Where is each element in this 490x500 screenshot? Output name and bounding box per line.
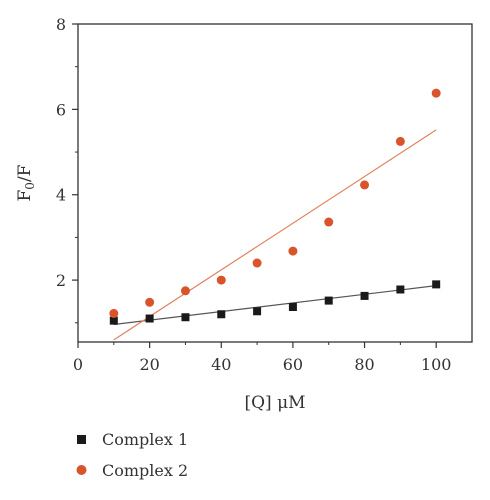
point-complex-1 <box>145 314 154 323</box>
point-complex-2 <box>360 180 370 190</box>
point-complex-2 <box>324 217 334 227</box>
fit-line-series-2 <box>113 129 437 341</box>
fit-line-series-1 <box>113 285 437 326</box>
y-axis-label-main: F <box>15 189 35 201</box>
point-complex-2 <box>395 136 405 146</box>
plot-frame <box>77 23 473 343</box>
point-complex-1 <box>253 307 262 316</box>
point-complex-2 <box>216 275 226 285</box>
point-complex-1 <box>324 296 333 305</box>
legend-marker-complex-1 <box>77 435 86 444</box>
y-tick-label: 8 <box>56 15 66 34</box>
point-complex-2 <box>180 286 190 296</box>
legend: Complex 1 Complex 2 <box>76 430 188 480</box>
legend-label-complex-1: Complex 1 <box>102 430 188 449</box>
fit-lines <box>113 129 437 341</box>
x-tick-label: 60 <box>283 355 303 374</box>
y-tick-label: 6 <box>56 100 66 119</box>
point-complex-1 <box>396 285 405 294</box>
y-axis-label: F0/F <box>15 164 37 201</box>
point-complex-2 <box>252 258 262 268</box>
y-axis-ticks: 2 4 6 8 <box>56 15 78 324</box>
x-tick-label: 100 <box>421 355 452 374</box>
point-complex-1 <box>432 280 441 289</box>
point-complex-2 <box>288 246 298 256</box>
y-tick-label: 2 <box>56 271 66 290</box>
x-tick-label: 40 <box>211 355 231 374</box>
y-axis-label-tail: /F <box>15 164 35 182</box>
y-axis-label-subscript: 0 <box>23 182 37 190</box>
point-complex-2 <box>109 308 119 318</box>
data-points <box>109 88 441 325</box>
point-complex-2 <box>145 297 155 307</box>
point-complex-1 <box>217 310 226 319</box>
y-tick-label: 4 <box>56 186 66 205</box>
chart-axes <box>77 23 473 343</box>
point-complex-1 <box>360 291 369 300</box>
point-complex-1 <box>109 316 118 325</box>
x-tick-label: 20 <box>139 355 159 374</box>
legend-label-complex-2: Complex 2 <box>102 461 188 480</box>
point-complex-2 <box>431 88 441 98</box>
x-axis-label: [Q] μM <box>244 393 305 413</box>
point-complex-1 <box>181 313 190 322</box>
legend-marker-complex-2 <box>76 465 87 475</box>
x-axis-ticks: 0 20 40 60 80 100 <box>73 342 452 374</box>
point-complex-1 <box>288 302 297 311</box>
x-tick-label: 80 <box>354 355 374 374</box>
x-tick-label: 0 <box>73 355 83 374</box>
